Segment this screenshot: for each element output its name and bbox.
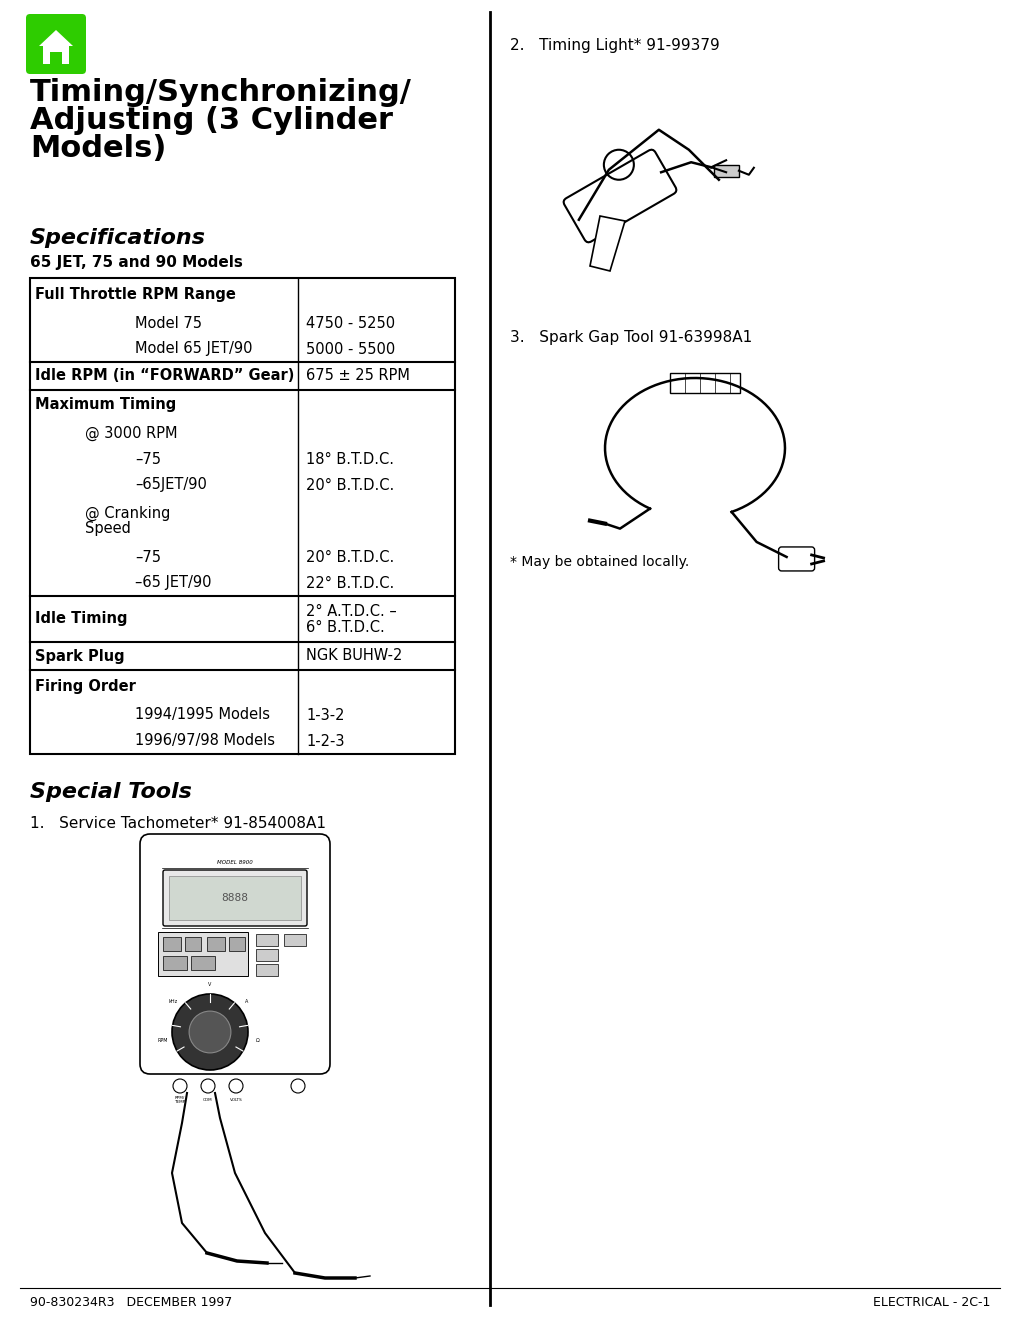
Bar [50,51,62,63]
Polygon shape [39,30,73,46]
Text: VOLTS: VOLTS [229,1098,243,1102]
Text: Special Tools: Special Tools [30,781,192,803]
Bar [158,932,248,975]
Text: V: V [208,982,212,986]
Bar [163,937,180,950]
Text: 18° B.T.D.C.: 18° B.T.D.C. [306,451,393,466]
Bar [256,935,278,946]
Text: 8888: 8888 [221,894,249,903]
Bar [669,374,739,393]
Text: Spark Plug: Spark Plug [35,648,124,664]
Circle shape [189,1011,230,1053]
Text: 2° A.T.D.C. –: 2° A.T.D.C. – [306,603,396,619]
Text: –75: –75 [135,451,161,466]
Bar [191,956,215,970]
Circle shape [201,1078,215,1093]
Text: 2.   Timing Light* 91-99379: 2. Timing Light* 91-99379 [510,38,719,53]
Text: Adjusting (3 Cylinder: Adjusting (3 Cylinder [30,106,392,135]
Text: 1-3-2: 1-3-2 [306,708,344,722]
Text: Models): Models) [30,135,166,162]
Text: A: A [245,999,249,1003]
Text: MODEL 8900: MODEL 8900 [217,859,253,865]
Bar [43,46,69,63]
FancyBboxPatch shape [777,546,814,572]
Bar [256,964,278,975]
Text: 1.   Service Tachometer* 91-854008A1: 1. Service Tachometer* 91-854008A1 [30,816,326,832]
Text: 6° B.T.D.C.: 6° B.T.D.C. [306,619,384,635]
Bar [184,937,201,950]
Text: Speed: Speed [85,521,130,536]
Circle shape [172,994,248,1071]
Text: 4750 - 5250: 4750 - 5250 [306,315,394,330]
Text: Idle Timing: Idle Timing [35,611,127,627]
Text: Ω: Ω [255,1038,259,1043]
Bar [229,937,245,950]
Text: 1994/1995 Models: 1994/1995 Models [135,708,270,722]
FancyBboxPatch shape [564,149,676,243]
Circle shape [173,1078,186,1093]
Text: Full Throttle RPM Range: Full Throttle RPM Range [35,286,235,301]
Text: RPM: RPM [157,1038,168,1043]
Bar [713,165,738,177]
Bar [283,935,306,946]
Text: @ Cranking: @ Cranking [85,506,170,520]
Bar [163,956,186,970]
Circle shape [229,1078,243,1093]
Text: NGK BUHW-2: NGK BUHW-2 [306,648,401,664]
Text: * May be obtained locally.: * May be obtained locally. [510,554,689,569]
Text: 5000 - 5500: 5000 - 5500 [306,342,395,356]
FancyBboxPatch shape [163,870,307,927]
Text: 22° B.T.D.C.: 22° B.T.D.C. [306,576,394,590]
Text: –65JET/90: –65JET/90 [135,478,207,492]
Text: Firing Order: Firing Order [35,678,136,693]
Text: @ 3000 RPM: @ 3000 RPM [85,425,177,441]
Text: Maximum Timing: Maximum Timing [35,397,176,412]
Text: Specifications: Specifications [30,228,206,248]
Polygon shape [589,216,625,271]
Text: kHz: kHz [168,999,177,1003]
Text: 20° B.T.D.C.: 20° B.T.D.C. [306,478,394,492]
Bar [207,937,225,950]
Text: RPM/
TEMP: RPM/ TEMP [174,1096,185,1105]
Text: 1-2-3: 1-2-3 [306,734,344,748]
Text: Model 75: Model 75 [135,315,202,330]
FancyBboxPatch shape [25,15,86,74]
Text: 65 JET, 75 and 90 Models: 65 JET, 75 and 90 Models [30,255,243,271]
Text: 675 ± 25 RPM: 675 ± 25 RPM [306,368,410,384]
Text: Idle RPM (in “FORWARD” Gear): Idle RPM (in “FORWARD” Gear) [35,368,294,384]
Bar [169,876,301,920]
Bar [30,279,454,754]
Text: 20° B.T.D.C.: 20° B.T.D.C. [306,549,394,565]
FancyBboxPatch shape [140,834,330,1074]
Text: 1996/97/98 Models: 1996/97/98 Models [135,734,275,748]
Text: Model 65 JET/90: Model 65 JET/90 [135,342,253,356]
Text: –65 JET/90: –65 JET/90 [135,576,211,590]
Circle shape [290,1078,305,1093]
Text: –75: –75 [135,549,161,565]
Bar [256,949,278,961]
Text: 3.   Spark Gap Tool 91-63998A1: 3. Spark Gap Tool 91-63998A1 [510,330,752,345]
Text: COM: COM [203,1098,213,1102]
Text: ELECTRICAL - 2C-1: ELECTRICAL - 2C-1 [872,1296,989,1309]
Text: 90-830234R3   DECEMBER 1997: 90-830234R3 DECEMBER 1997 [30,1296,232,1309]
Text: Timing/Synchronizing/: Timing/Synchronizing/ [30,78,412,107]
